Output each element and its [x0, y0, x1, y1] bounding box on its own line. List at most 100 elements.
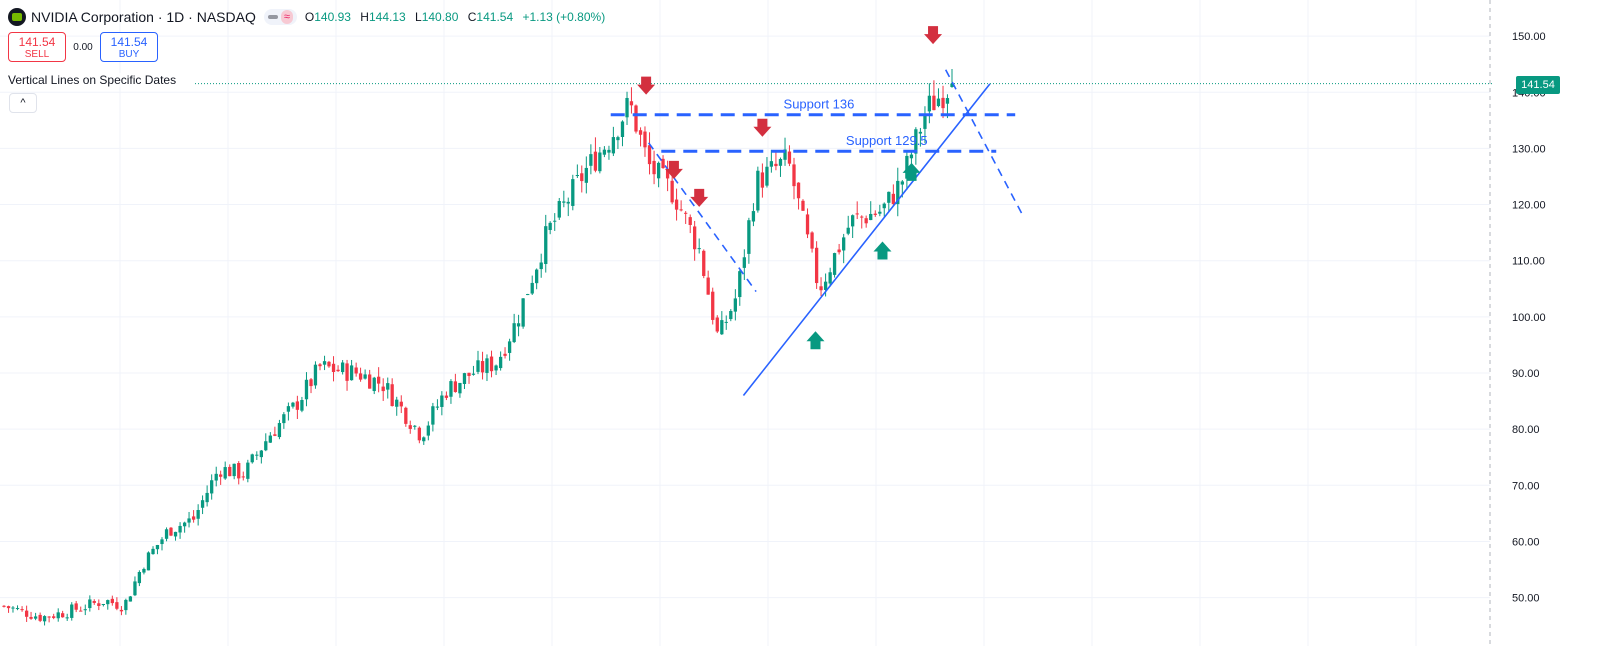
candle-body: [142, 568, 146, 573]
candle-body: [625, 97, 629, 118]
buy-label: BUY: [118, 48, 140, 60]
candle: [259, 449, 263, 464]
candle-body: [268, 435, 272, 443]
candle: [652, 150, 656, 185]
candle-body: [155, 544, 160, 550]
candle-body: [241, 476, 245, 478]
candle-body: [390, 384, 394, 407]
candle-body: [377, 376, 381, 384]
candle: [435, 399, 440, 411]
candle: [521, 298, 525, 329]
collapse-indicators-button[interactable]: ^: [9, 93, 37, 113]
candle-body: [431, 406, 435, 425]
candle-body: [638, 130, 643, 135]
candle: [715, 315, 719, 334]
ohlc-values: O140.93 H144.13 L140.80 C141.54 +1.13 (+…: [305, 10, 605, 24]
candle: [309, 377, 313, 394]
price-tick-label: 80.00: [1512, 424, 1540, 436]
candle-body: [74, 603, 78, 610]
candle-body: [539, 262, 543, 270]
trend-line[interactable]: [742, 83, 991, 396]
candle: [52, 613, 56, 620]
candle-body: [187, 518, 191, 523]
candle: [851, 214, 855, 239]
candle-body: [571, 179, 575, 206]
candle: [796, 182, 801, 210]
candle: [399, 395, 403, 414]
candle-body: [480, 361, 485, 373]
candle-body: [489, 356, 494, 372]
candle-body: [331, 363, 336, 372]
candle-body: [322, 361, 327, 365]
candle: [408, 420, 412, 434]
candle-body: [647, 145, 652, 165]
candle: [480, 351, 485, 380]
candle-body: [291, 402, 295, 407]
candle: [210, 474, 214, 500]
candle: [891, 184, 895, 206]
candle: [223, 461, 227, 480]
candle-body: [855, 213, 859, 215]
candle: [751, 203, 756, 227]
candle-body: [580, 173, 584, 182]
candle: [571, 174, 575, 211]
wave-icon: ≈: [280, 10, 293, 24]
candle: [318, 363, 322, 371]
candle: [810, 231, 814, 253]
candle: [598, 146, 602, 174]
price-tick-label: 50.00: [1512, 593, 1540, 605]
price-tick-label: 120.00: [1512, 200, 1546, 212]
candle-body: [354, 367, 358, 374]
candle-body: [796, 182, 801, 199]
candle: [485, 354, 489, 382]
candle: [643, 126, 647, 157]
candle-body: [575, 175, 579, 177]
candle: [291, 401, 295, 409]
candle: [70, 602, 74, 621]
candle-body: [381, 386, 385, 392]
support-label[interactable]: Support 136: [784, 97, 855, 112]
candle-body: [47, 616, 51, 618]
candle: [774, 151, 778, 171]
candle-body: [214, 473, 218, 481]
sell-price: 141.54: [18, 34, 56, 49]
support-label[interactable]: Support 129.5: [846, 133, 928, 148]
candle-body: [702, 250, 706, 276]
sell-button[interactable]: 141.54 SELL: [8, 32, 66, 62]
candle: [169, 527, 173, 537]
candle: [724, 315, 728, 330]
dashed-trend-line[interactable]: [647, 142, 757, 293]
candle-body: [526, 294, 530, 296]
candle-body: [404, 407, 408, 424]
drawing-layer[interactable]: Support 136 Support 129.5: [610, 69, 1023, 396]
arrow-down-icon: [924, 26, 943, 45]
candle: [101, 603, 105, 607]
candle: [300, 396, 304, 413]
candle-body: [629, 101, 634, 106]
candle: [205, 485, 209, 507]
candle-body: [814, 247, 819, 284]
close-label: C: [467, 10, 477, 24]
buy-button[interactable]: 141.54 BUY: [100, 32, 158, 62]
candle: [462, 372, 467, 390]
candle: [264, 433, 268, 452]
candle-body: [598, 152, 602, 172]
last-price-badge: 141.54: [1516, 76, 1560, 94]
candle-body: [413, 425, 417, 427]
candle-body: [205, 492, 209, 503]
candle-body: [151, 548, 155, 555]
indicator-title[interactable]: Vertical Lines on Specific Dates: [8, 73, 177, 87]
price-axis[interactable]: 50.00 60.00 70.00 80.00 90.00 100.00 110.00 120…: [1489, 0, 1618, 646]
candle-body: [92, 601, 96, 603]
candle-body: [688, 217, 692, 225]
candle: [855, 201, 859, 220]
candle-body: [787, 151, 792, 164]
candle: [846, 215, 850, 236]
candle: [395, 396, 399, 416]
arrow-up-icon: [902, 162, 921, 181]
candle: [494, 364, 498, 376]
chart-style-pill[interactable]: ≈: [263, 9, 297, 25]
candle: [706, 270, 710, 295]
symbol-title[interactable]: NVIDIA Corporation · 1D · NASDAQ: [31, 9, 256, 25]
